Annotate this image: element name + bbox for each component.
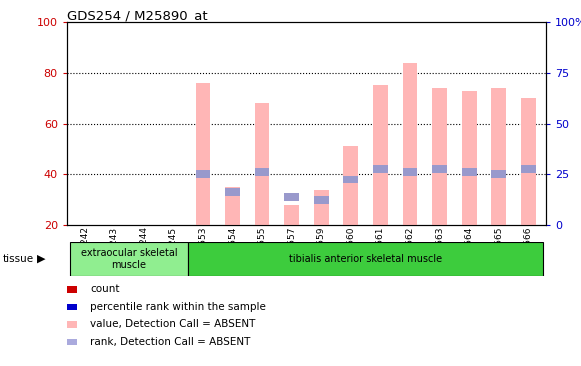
Bar: [373, 85, 388, 225]
Bar: [284, 193, 299, 201]
Bar: [373, 165, 388, 173]
Text: tissue: tissue: [3, 254, 34, 264]
Text: percentile rank within the sample: percentile rank within the sample: [90, 302, 266, 312]
Bar: [403, 63, 417, 225]
Bar: [225, 187, 240, 225]
Bar: [432, 88, 447, 225]
FancyBboxPatch shape: [70, 242, 188, 276]
Text: value, Detection Call = ABSENT: value, Detection Call = ABSENT: [90, 319, 256, 329]
Bar: [254, 103, 270, 225]
Bar: [462, 168, 476, 176]
Bar: [343, 146, 358, 225]
Text: count: count: [90, 284, 120, 294]
Bar: [492, 88, 506, 225]
Bar: [521, 98, 536, 225]
Bar: [462, 90, 476, 225]
Bar: [343, 176, 358, 183]
Bar: [67, 286, 77, 293]
Bar: [284, 205, 299, 225]
Bar: [314, 196, 329, 203]
Text: ▶: ▶: [37, 254, 45, 264]
Bar: [67, 321, 77, 328]
FancyBboxPatch shape: [188, 242, 543, 276]
Bar: [492, 171, 506, 178]
Bar: [225, 188, 240, 196]
Bar: [432, 165, 447, 173]
Bar: [403, 168, 417, 176]
Text: tibialis anterior skeletal muscle: tibialis anterior skeletal muscle: [289, 254, 442, 264]
Text: rank, Detection Call = ABSENT: rank, Detection Call = ABSENT: [90, 337, 250, 347]
Bar: [254, 168, 270, 176]
Text: extraocular skeletal
muscle: extraocular skeletal muscle: [81, 248, 177, 270]
Bar: [67, 304, 77, 310]
Text: GDS254 / M25890_at: GDS254 / M25890_at: [67, 9, 207, 22]
Bar: [196, 171, 210, 178]
Bar: [521, 165, 536, 173]
Bar: [67, 339, 77, 346]
Bar: [196, 83, 210, 225]
Bar: [314, 190, 329, 225]
